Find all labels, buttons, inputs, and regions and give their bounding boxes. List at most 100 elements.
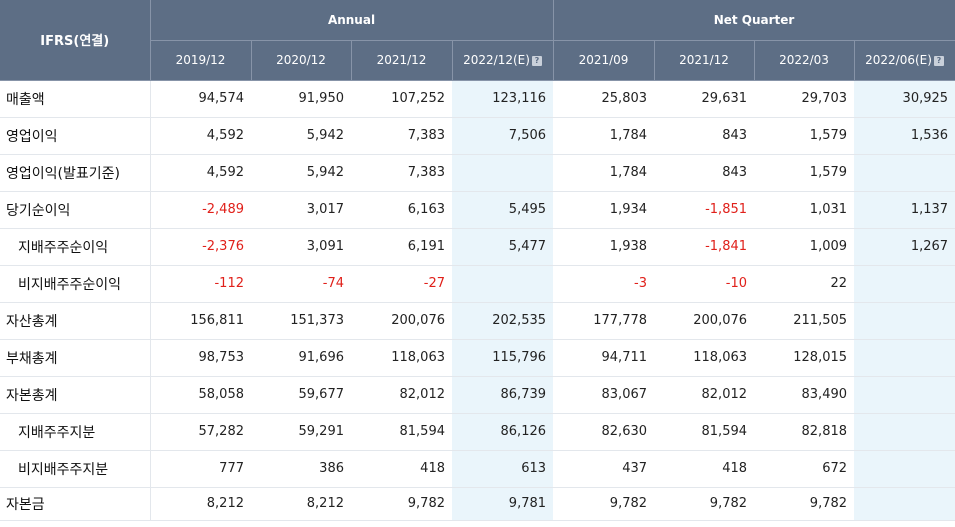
table-cell: 200,076 <box>351 302 452 340</box>
table-cell: 177,778 <box>553 302 655 340</box>
table-cell: 9,782 <box>351 487 452 521</box>
table-cell: 672 <box>754 450 855 488</box>
table-cell: 86,739 <box>452 376 554 414</box>
table-row: 부채총계 98,753 91,696 118,063 115,796 94,711 118,… <box>0 339 955 377</box>
table-cell: 777 <box>150 450 251 488</box>
table-cell: 57,282 <box>150 413 251 451</box>
column-header: 2022/03 <box>754 40 855 81</box>
table-cell: 118,063 <box>654 339 755 377</box>
table-cell: -1,851 <box>654 191 755 229</box>
table-cell <box>854 154 955 192</box>
table-row: 비지배주주순이익 -112 -74 -27 -3 -10 22 <box>0 265 955 303</box>
table-cell: 151,373 <box>251 302 351 340</box>
row-label: 영업이익(발표기준) <box>0 154 151 192</box>
table-cell: 7,383 <box>351 154 452 192</box>
table-cell: 1,031 <box>754 191 855 229</box>
table-cell: 83,490 <box>754 376 855 414</box>
column-header: 2021/09 <box>553 40 655 81</box>
table-cell: 94,574 <box>150 80 251 118</box>
column-header: 2021/12 <box>654 40 755 81</box>
table-cell <box>854 339 955 377</box>
table-cell: 1,579 <box>754 154 855 192</box>
table-cell: 1,784 <box>553 117 655 155</box>
column-header-estimate: 2022/06(E)? <box>854 40 955 81</box>
table-cell: -3 <box>553 265 655 303</box>
table-cell <box>854 413 955 451</box>
table-cell: 7,506 <box>452 117 554 155</box>
table-cell: 211,505 <box>754 302 855 340</box>
column-header: 2020/12 <box>251 40 352 81</box>
table-cell: 1,536 <box>854 117 955 155</box>
table-cell: 29,631 <box>654 80 755 118</box>
table-cell: 5,942 <box>251 117 351 155</box>
table-cell: 59,677 <box>251 376 351 414</box>
table-cell: 59,291 <box>251 413 351 451</box>
row-label: 당기순이익 <box>0 191 151 229</box>
corner-header: IFRS(연결) <box>0 0 151 81</box>
table-cell: 83,067 <box>553 376 655 414</box>
row-label: 영업이익 <box>0 117 151 155</box>
table-cell: 86,126 <box>452 413 554 451</box>
table-cell: 8,212 <box>251 487 351 521</box>
table-cell <box>452 154 554 192</box>
table-cell: 156,811 <box>150 302 251 340</box>
table-cell <box>854 487 955 521</box>
table-row: 영업이익(발표기준) 4,592 5,942 7,383 1,784 843 1,579 <box>0 154 955 192</box>
question-mark-icon[interactable]: ? <box>531 56 542 66</box>
table-cell: 94,711 <box>553 339 655 377</box>
row-label: 비지배주주순이익 <box>0 265 151 303</box>
row-label: 지배주주순이익 <box>0 228 151 266</box>
table-row: 자산총계 156,811 151,373 200,076 202,535 177,778 2… <box>0 302 955 340</box>
table-cell: 1,934 <box>553 191 655 229</box>
table-cell: 1,938 <box>553 228 655 266</box>
table-cell: -2,489 <box>150 191 251 229</box>
table-cell <box>452 265 554 303</box>
table-cell: 91,696 <box>251 339 351 377</box>
table-row: 당기순이익 -2,489 3,017 6,163 5,495 1,934 -1,851 1,0… <box>0 191 955 229</box>
table-body: 매출액 94,574 91,950 107,252 123,116 25,803 29,63… <box>0 80 955 521</box>
table-cell: 81,594 <box>351 413 452 451</box>
table-cell: 9,782 <box>754 487 855 521</box>
net-quarter-group-header: Net Quarter <box>553 0 955 41</box>
table-cell: 128,015 <box>754 339 855 377</box>
table-cell: 82,012 <box>351 376 452 414</box>
table-cell: 8,212 <box>150 487 251 521</box>
row-label: 부채총계 <box>0 339 151 377</box>
row-label: 자본금 <box>0 487 151 521</box>
row-label: 지배주주지분 <box>0 413 151 451</box>
table-cell: 1,784 <box>553 154 655 192</box>
table-row: 자본총계 58,058 59,677 82,012 86,739 83,067 82,012… <box>0 376 955 414</box>
table-cell: 123,116 <box>452 80 554 118</box>
table-cell: 843 <box>654 154 755 192</box>
table-cell: 1,579 <box>754 117 855 155</box>
table-cell: 82,818 <box>754 413 855 451</box>
table-cell: 82,012 <box>654 376 755 414</box>
row-label: 자산총계 <box>0 302 151 340</box>
table-cell: 1,009 <box>754 228 855 266</box>
table-cell <box>854 302 955 340</box>
table-cell: 7,383 <box>351 117 452 155</box>
table-cell: 200,076 <box>654 302 755 340</box>
table-cell: 386 <box>251 450 351 488</box>
table-cell: 843 <box>654 117 755 155</box>
table-cell: 3,091 <box>251 228 351 266</box>
column-header: 2019/12 <box>150 40 252 81</box>
table-cell: 418 <box>351 450 452 488</box>
table-cell: 81,594 <box>654 413 755 451</box>
table-cell <box>854 265 955 303</box>
table-cell: -112 <box>150 265 251 303</box>
table-cell: 4,592 <box>150 117 251 155</box>
table-cell: 22 <box>754 265 855 303</box>
table-row: 지배주주지분 57,282 59,291 81,594 86,126 82,630 81,5… <box>0 413 955 451</box>
table-cell: 6,191 <box>351 228 452 266</box>
table-cell: 1,267 <box>854 228 955 266</box>
table-cell: 58,058 <box>150 376 251 414</box>
table-cell: 4,592 <box>150 154 251 192</box>
table-row: 지배주주순이익 -2,376 3,091 6,191 5,477 1,938 -1,841 1… <box>0 228 955 266</box>
table-row: 매출액 94,574 91,950 107,252 123,116 25,803 29,63… <box>0 80 955 118</box>
table-cell <box>854 450 955 488</box>
column-header-estimate: 2022/12(E)? <box>452 40 554 81</box>
table-cell: -2,376 <box>150 228 251 266</box>
question-mark-icon[interactable]: ? <box>933 56 944 66</box>
